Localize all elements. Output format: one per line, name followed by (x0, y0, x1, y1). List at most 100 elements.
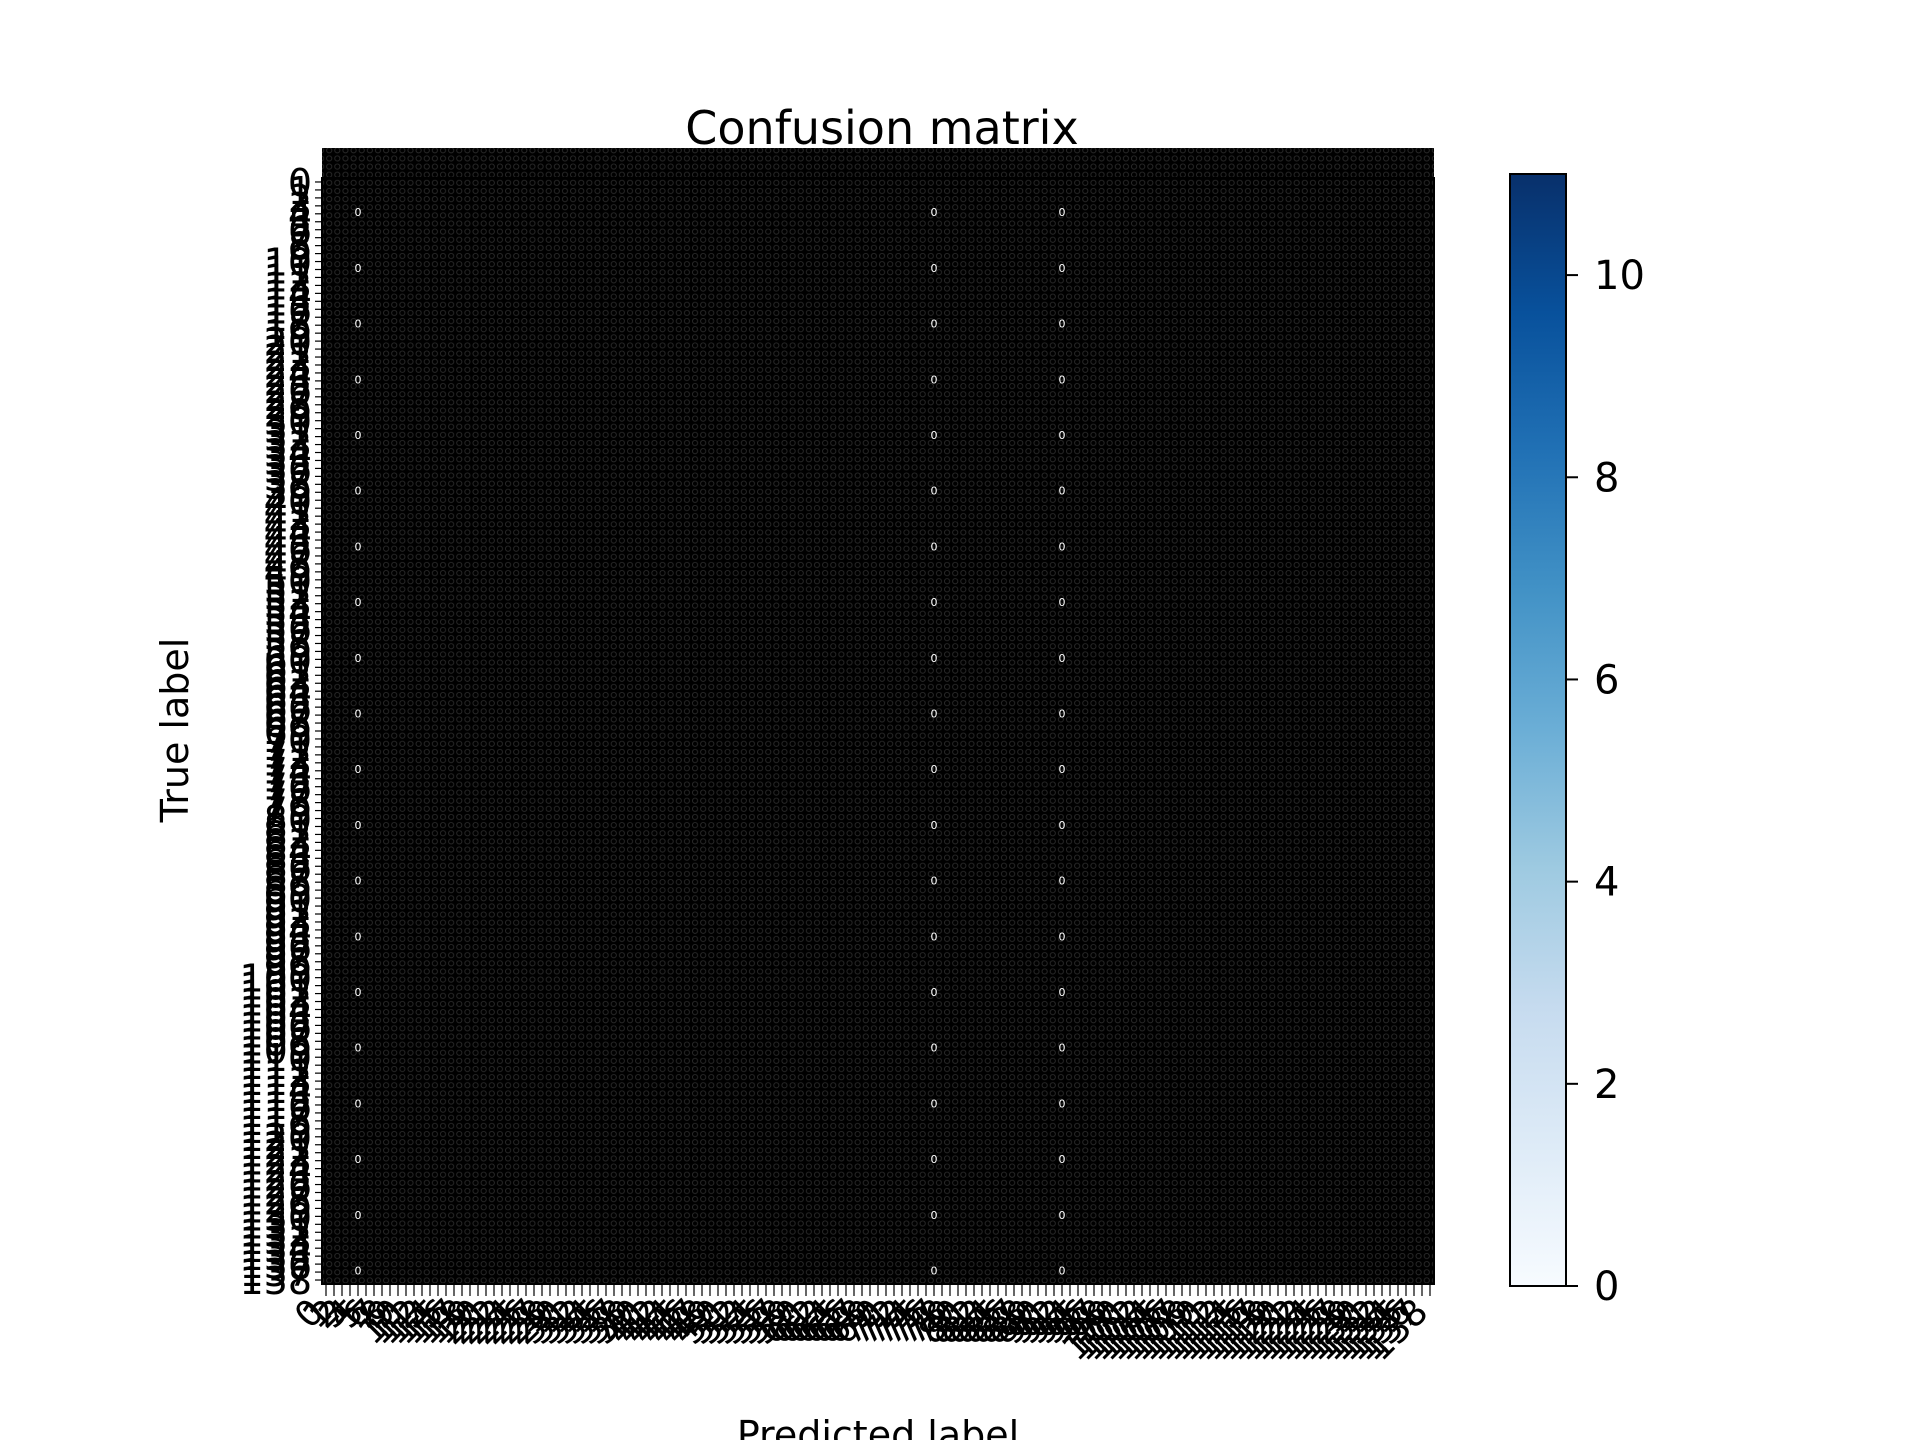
y-tick-label: 98 (264, 941, 312, 985)
chart-title: Confusion matrix (685, 101, 1078, 155)
y-tick-label: 133 (239, 1219, 312, 1263)
y-tick-label: 80 (264, 798, 312, 842)
highlighted-columns: 0 0 0 0 0 0 0 0 0 0 0 0 0 0 0 0 0 0 0 0 0 0 0 0 0 0 0 0 0 0 0 0 0 0 0 0 0 0 0 0… (355, 206, 1066, 1277)
y-tick-label: 5 (288, 201, 312, 245)
highlight-cell-mark: 0 (355, 930, 362, 943)
highlight-cell-mark: 0 (355, 707, 362, 720)
y-tick-label: 43 (264, 503, 312, 547)
y-tick-label: 34 (264, 432, 312, 476)
y-tick-label: 102 (239, 973, 312, 1017)
y-tick-label: 62 (264, 654, 312, 698)
highlight-cell-mark: 0 (931, 429, 938, 442)
y-tick-label: 17 (264, 296, 312, 340)
y-tick-label: 132 (239, 1211, 312, 1255)
highlight-cell-mark: 0 (355, 1264, 362, 1277)
y-tick-label: 72 (264, 734, 312, 778)
y-tick-label: 110 (239, 1036, 312, 1080)
colorbar-tick-label: 2 (1594, 1062, 1619, 1108)
y-tick-label: 53 (264, 583, 312, 627)
highlight-cell-mark: 0 (931, 1209, 938, 1222)
y-tick-label: 122 (239, 1132, 312, 1176)
y-tick-label: 131 (239, 1203, 312, 1247)
y-tick-label: 30 (264, 400, 312, 444)
y-tick-label: 112 (239, 1052, 312, 1096)
y-tick-label: 47 (264, 535, 312, 579)
y-tick-label: 50 (264, 559, 312, 603)
y-tick-label: 35 (264, 439, 312, 483)
y-tick-label: 41 (264, 487, 312, 531)
y-tick-label: 70 (264, 718, 312, 762)
y-tick-label: 85 (264, 837, 312, 881)
y-tick-label: 48 (264, 543, 312, 587)
y-tick-label: 16 (264, 288, 312, 332)
y-tick-label: 81 (264, 805, 312, 849)
y-tick-label: 38 (264, 463, 312, 507)
y-tick-label: 83 (264, 821, 312, 865)
y-tick-label: 23 (264, 344, 312, 388)
highlight-cell-mark: 0 (355, 875, 362, 888)
colorbar-frame (1509, 173, 1567, 1287)
y-tick-label: 33 (264, 424, 312, 468)
highlight-cell-mark: 0 (931, 318, 938, 331)
highlight-cell-mark: 0 (355, 1153, 362, 1166)
y-tick-label: 22 (264, 336, 312, 380)
highlight-cell-mark: 0 (931, 262, 938, 275)
y-tick-label: 67 (264, 694, 312, 738)
y-tick-label: 89 (264, 869, 312, 913)
y-tick-label: 36 (264, 447, 312, 491)
highlight-cell-mark: 0 (355, 429, 362, 442)
x-axis: 0123456789101112131415161718192021222324… (287, 1284, 1436, 1369)
y-tick-label: 25 (264, 360, 312, 404)
y-tick-label: 109 (239, 1028, 312, 1072)
y-tick-label: 137 (239, 1251, 312, 1295)
y-tick-label: 3 (288, 185, 312, 229)
y-tick-label: 88 (264, 861, 312, 905)
y-tick-label: 14 (264, 272, 312, 316)
y-tick-label: 92 (264, 893, 312, 937)
highlight-cell-mark: 0 (1059, 763, 1066, 776)
highlight-cell-mark: 0 (355, 485, 362, 498)
highlight-cell-mark: 0 (355, 596, 362, 609)
y-tick-label: 52 (264, 575, 312, 619)
highlight-cell-mark: 0 (355, 819, 362, 832)
y-tick-label: 58 (264, 622, 312, 666)
y-axis: 0123456789101112131415161718192021222324… (239, 161, 322, 1303)
x-axis-label: Predicted label (737, 1413, 1019, 1440)
y-tick-label: 95 (264, 917, 312, 961)
y-tick-label: 46 (264, 527, 312, 571)
y-tick-label: 91 (264, 885, 312, 929)
y-tick-label: 135 (239, 1235, 312, 1279)
y-tick-label: 28 (264, 384, 312, 428)
y-tick-label: 106 (239, 1004, 312, 1048)
y-tick-label: 82 (264, 813, 312, 857)
highlight-cell-mark: 0 (931, 1264, 938, 1277)
highlight-cell-mark: 0 (1059, 262, 1066, 275)
y-tick-label: 20 (264, 320, 312, 364)
highlight-cell-mark: 0 (931, 652, 938, 665)
highlight-cell-mark: 0 (355, 318, 362, 331)
y-tick-label: 40 (264, 479, 312, 523)
colorbar-gradient (1510, 174, 1566, 1286)
highlight-cell-mark: 0 (355, 540, 362, 553)
y-tick-label: 77 (264, 774, 312, 818)
y-tick-label: 121 (239, 1124, 312, 1168)
y-tick-label: 1 (288, 169, 312, 213)
y-tick-label: 118 (239, 1100, 312, 1144)
y-tick-label: 94 (264, 909, 312, 953)
highlight-cell-mark: 0 (931, 206, 938, 219)
highlight-cell-mark: 0 (1059, 1209, 1066, 1222)
highlight-cell-mark: 0 (931, 819, 938, 832)
y-tick-label: 115 (239, 1076, 312, 1120)
highlight-cell-mark: 0 (931, 596, 938, 609)
y-tick-label: 56 (264, 607, 312, 651)
y-tick-label: 44 (264, 511, 312, 555)
y-tick-label: 51 (264, 567, 312, 611)
highlight-cell-mark: 0 (931, 930, 938, 943)
highlight-cell-mark: 0 (931, 540, 938, 553)
y-tick-label: 29 (264, 392, 312, 436)
y-tick-label: 129 (239, 1187, 312, 1231)
y-tick-label: 0 (288, 161, 312, 205)
y-tick-label: 69 (264, 710, 312, 754)
y-tick-label: 111 (239, 1044, 312, 1088)
highlight-cell-mark: 0 (1059, 485, 1066, 498)
